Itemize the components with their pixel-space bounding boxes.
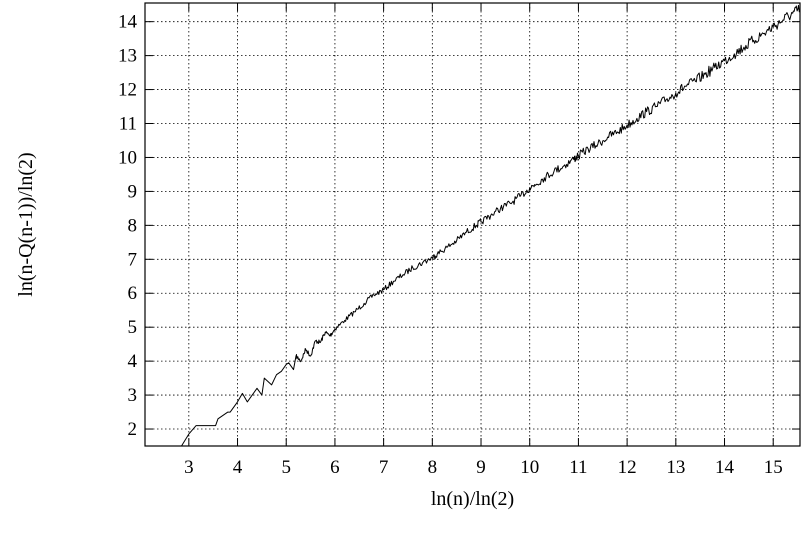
y-tick-label: 7 — [128, 249, 138, 270]
y-tick-label: 10 — [118, 147, 137, 168]
x-tick-label: 11 — [569, 457, 587, 478]
x-tick-labels: 3 4 5 6 7 8 9 10 11 12 13 14 15 — [184, 457, 783, 478]
x-tick-label: 8 — [428, 457, 438, 478]
y-tick-label: 9 — [128, 181, 138, 202]
tick-marks — [145, 3, 800, 446]
x-tick-label: 3 — [184, 457, 194, 478]
plot-frame — [144, 2, 801, 447]
x-tick-label: 5 — [281, 457, 291, 478]
y-tick-label: 11 — [119, 114, 137, 135]
x-tick-label: 9 — [476, 457, 486, 478]
y-tick-label: 8 — [128, 215, 138, 236]
grid-lines — [145, 3, 800, 446]
x-tick-label: 7 — [379, 457, 389, 478]
x-tick-label: 13 — [666, 457, 685, 478]
y-tick-label: 12 — [118, 80, 137, 101]
y-tick-labels: 2 3 4 5 6 7 8 9 10 11 12 13 14 — [118, 12, 138, 440]
y-tick-label: 6 — [128, 283, 138, 304]
series-line — [181, 4, 801, 447]
y-tick-label: 3 — [128, 385, 138, 406]
y-tick-label: 5 — [128, 317, 138, 338]
x-tick-label: 10 — [520, 457, 539, 478]
x-tick-label: 14 — [715, 457, 735, 478]
y-tick-label: 4 — [128, 351, 138, 372]
y-axis-label: ln(n-Q(n-1))/ln(2) — [15, 152, 37, 296]
x-tick-label: 6 — [330, 457, 340, 478]
y-tick-label: 13 — [118, 46, 137, 67]
y-tick-label: 14 — [118, 12, 138, 33]
series-layer — [181, 4, 801, 447]
x-axis-label: ln(n)/ln(2) — [431, 488, 514, 510]
x-tick-label: 4 — [233, 457, 243, 478]
x-tick-label: 12 — [618, 457, 637, 478]
x-tick-label: 15 — [764, 457, 783, 478]
y-tick-label: 2 — [128, 419, 138, 440]
